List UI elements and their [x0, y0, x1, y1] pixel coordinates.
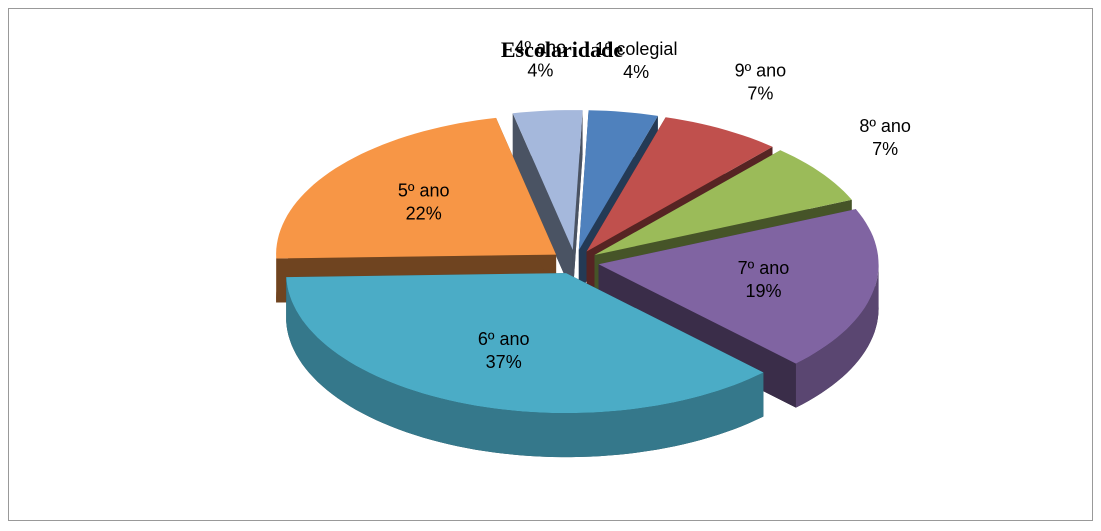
slice-label-value: 4%	[527, 60, 553, 80]
slice-rim	[795, 264, 879, 408]
slice	[598, 209, 879, 364]
slice-label-value: 22%	[406, 204, 442, 224]
slice-label-name: 8º ano	[859, 116, 911, 136]
slice-rim	[286, 277, 764, 458]
slice-label-name: 9º ano	[735, 61, 787, 81]
slice	[512, 110, 583, 250]
slice-label-name: 4º ano	[515, 37, 567, 57]
slice-label-name: 7º ano	[738, 258, 790, 278]
slice	[286, 273, 764, 414]
slice	[586, 117, 773, 252]
pie	[276, 110, 879, 458]
slice-label-value: 37%	[486, 352, 522, 372]
slice	[276, 117, 557, 259]
slice-wall	[572, 110, 583, 294]
slice-label-value: 19%	[745, 281, 781, 301]
slice-label-name: 1º colegial	[595, 39, 678, 59]
chart-title: Escolaridade	[501, 37, 623, 62]
slice-label-name: 5º ano	[398, 181, 450, 201]
slice-label-name: 6º ano	[478, 329, 530, 349]
slice-label-value: 7%	[872, 139, 898, 159]
slice	[594, 150, 852, 255]
slice-label-value: 7%	[747, 84, 773, 104]
slice	[578, 110, 658, 251]
slice-wall	[512, 113, 573, 294]
slice-label-value: 4%	[623, 62, 649, 82]
